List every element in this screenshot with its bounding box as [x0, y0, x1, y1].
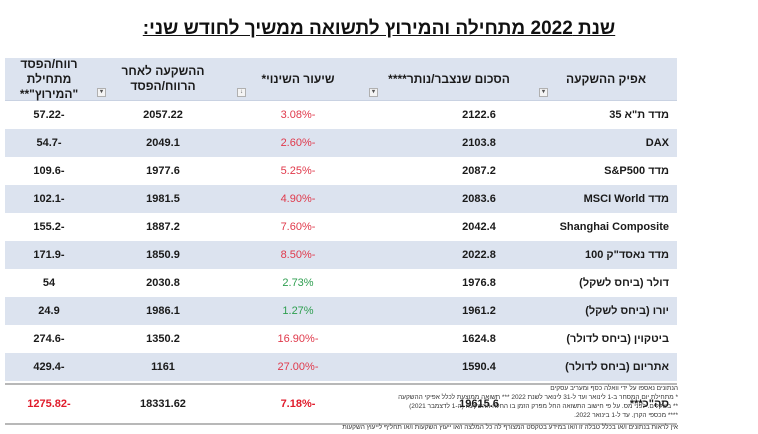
cell-change: -2.60%: [280, 137, 316, 149]
table-row: מדד נאסד"ק 100 2022.8 -8.50% 1850.9 -171…: [5, 241, 677, 269]
cell-channel: אתריום (ביחס לדולר): [565, 361, 669, 373]
cell-profit-loss: -1275.82: [27, 398, 71, 410]
cell-change: -27.00%: [277, 361, 319, 373]
header-change: שיעור השינוי* ↓: [233, 58, 363, 100]
table-row: מדד ת"א 35 2122.6 -3.08% 2057.22 -57.22: [5, 101, 677, 129]
cell-change: -3.08%: [280, 109, 316, 121]
cell-profit-loss: -171.9: [33, 249, 65, 261]
cell-profit-loss: -429.4: [33, 361, 65, 373]
footnote: ** בשקלים. לפני מס. על פי חישוב התשואה ה…: [409, 403, 678, 410]
cell-channel: דולר (ביחס לשקל): [579, 277, 669, 289]
table-row: מדד S&P500 2087.2 -5.25% 1977.6 -109.6: [5, 157, 677, 185]
cell-investment-after: 1887.2: [146, 221, 180, 233]
table-row: ביטקוין (ביחס לדולר) 1624.8 -16.90% 1350…: [5, 325, 677, 353]
cell-change: -5.25%: [280, 165, 316, 177]
cell-profit-loss: 54: [42, 277, 56, 289]
cell-channel: מדד ת"א 35: [609, 109, 669, 121]
header-profit-loss: רווח/הפסד מתחילת "המירוץ"**: [19, 56, 79, 101]
cell-investment-after: 2030.8: [146, 277, 180, 289]
table-row: DAX 2103.8 -2.60% 2049.1 -54.7: [5, 129, 677, 157]
cell-change: 1.27%: [282, 305, 314, 317]
table-row: מדד MSCI World 2083.6 -4.90% 1981.5 -102…: [5, 185, 677, 213]
cell-profit-loss: -274.6: [33, 333, 65, 345]
cell-investment-after: 2057.22: [143, 109, 183, 121]
cell-investment-after: 1350.2: [146, 333, 180, 345]
cell-profit-loss: -109.6: [33, 165, 65, 177]
table-row: דולר (ביחס לשקל) 1976.8 2.73% 2030.8 54: [5, 269, 677, 297]
footnote: * מתחילת יום המסחר ב-1 לינואר ועד ל-31 ל…: [398, 394, 678, 401]
cell-channel: ביטקוין (ביחס לדולר): [566, 333, 669, 345]
cell-accumulated: 1976.8: [462, 277, 496, 289]
cell-accumulated: 1624.8: [462, 333, 496, 345]
cell-channel: יורו (ביחס לשקל): [585, 305, 669, 317]
cell-change: -7.60%: [280, 221, 316, 233]
cell-change: -16.90%: [277, 333, 319, 345]
cell-change: -7.18%: [280, 398, 316, 410]
cell-accumulated: 2103.8: [462, 137, 496, 149]
cell-channel: Shanghai Composite: [559, 221, 669, 233]
cell-channel: מדד נאסד"ק 100: [585, 249, 669, 261]
cell-profit-loss: -54.7: [36, 137, 62, 149]
header-channel: אפיק ההשקעה ▾: [535, 58, 677, 100]
filter-dropdown-icon[interactable]: ▾: [369, 88, 378, 97]
cell-investment-after: 1850.9: [146, 249, 180, 261]
cell-channel: מדד MSCI World: [583, 193, 669, 205]
returns-table: אפיק ההשקעה ▾ הסכום שנצבר/נותר**** ▾ שיע…: [5, 56, 677, 425]
cell-accumulated: 2042.4: [462, 221, 496, 233]
cell-accumulated: 19615.6: [459, 398, 499, 410]
cell-investment-after: 1986.1: [146, 305, 180, 317]
cell-profit-loss: 24.9: [38, 305, 60, 317]
table-total-row: סה"כ*** 19615.6 -7.18% 18331.62 -1275.82: [5, 383, 677, 425]
header-investment-after: ההשקעה לאחר הרווח/הפסד ▾: [93, 58, 233, 100]
table-row: יורו (ביחס לשקל) 1961.2 1.27% 1986.1 24.…: [5, 297, 677, 325]
cell-investment-after: 2049.1: [146, 137, 180, 149]
cell-channel: מדד S&P500: [604, 165, 669, 177]
disclaimer: אין לראות בנתונים ו/או בכלל טבלה זו ו/או…: [342, 424, 678, 431]
cell-accumulated: 1961.2: [462, 305, 496, 317]
filter-dropdown-icon[interactable]: ▾: [539, 88, 548, 97]
cell-investment-after: 1161: [151, 361, 175, 373]
cell-accumulated: 2022.8: [462, 249, 496, 261]
cell-accumulated: 1590.4: [462, 361, 496, 373]
cell-channel: DAX: [645, 137, 669, 149]
cell-change: -4.90%: [280, 193, 316, 205]
cell-change: -8.50%: [280, 249, 316, 261]
cell-change: 2.73%: [282, 277, 314, 289]
footnotes: הנתונים נאספו על ידי וואלה כסף ומעריב עס…: [258, 384, 678, 432]
cell-investment-after: 18331.62: [140, 398, 186, 410]
footnote: הנתונים נאספו על ידי וואלה כסף ומעריב עס…: [550, 385, 678, 392]
sort-dropdown-icon[interactable]: ↓: [237, 88, 246, 97]
cell-profit-loss: -102.1: [33, 193, 65, 205]
filter-dropdown-icon[interactable]: ▾: [97, 88, 106, 97]
table-row: Shanghai Composite 2042.4 -7.60% 1887.2 …: [5, 213, 677, 241]
cell-profit-loss: -155.2: [33, 221, 65, 233]
cell-profit-loss: -57.22: [33, 109, 65, 121]
cell-accumulated: 2083.6: [462, 193, 496, 205]
page-title: שנת 2022 מתחילה והמירוץ לתשואה ממשיך לחו…: [142, 18, 616, 39]
cell-investment-after: 1981.5: [146, 193, 180, 205]
table-header: אפיק ההשקעה ▾ הסכום שנצבר/נותר**** ▾ שיע…: [5, 56, 677, 101]
table-row: אתריום (ביחס לדולר) 1590.4 -27.00% 1161 …: [5, 353, 677, 381]
footnote: **** מכספי הקרן. עד ל-1 בינואר 2022.: [574, 412, 678, 419]
cell-accumulated: 2122.6: [462, 109, 496, 121]
cell-channel: סה"כ***: [629, 398, 669, 410]
cell-accumulated: 2087.2: [462, 165, 496, 177]
cell-investment-after: 1977.6: [146, 165, 180, 177]
header-accumulated: הסכום שנצבר/נותר**** ▾: [363, 58, 535, 100]
